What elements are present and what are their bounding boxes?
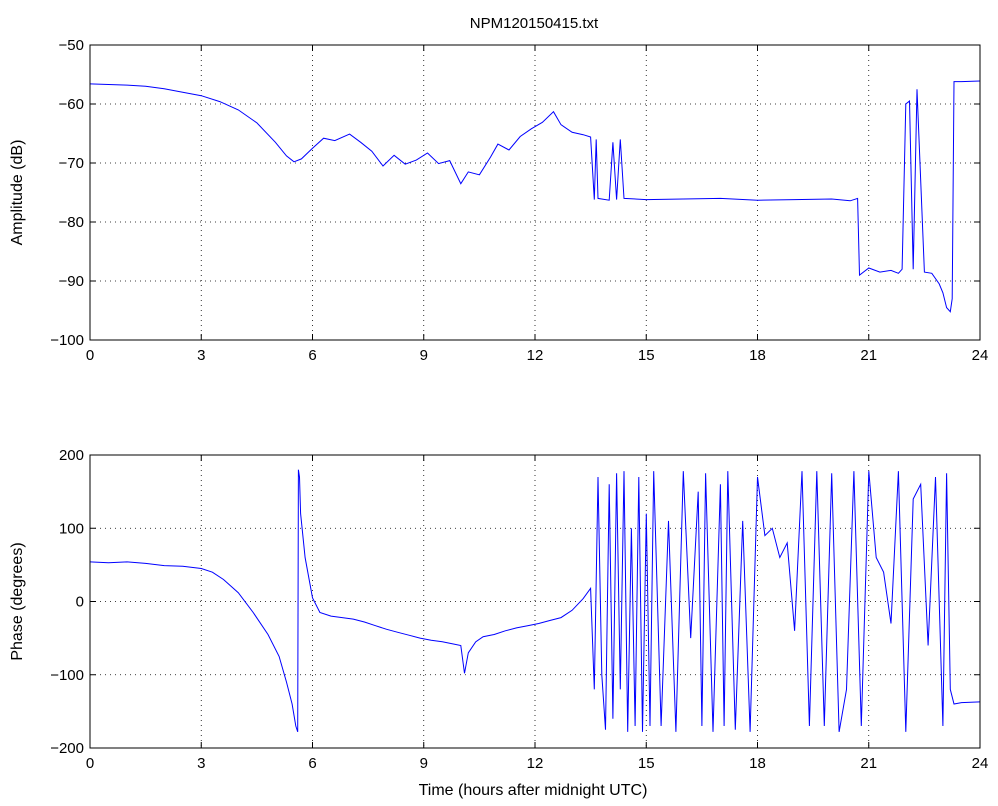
phase-series-line — [89, 469, 981, 733]
amplitude-chart: 0 3 6 9 12 15 18 21 24 −100 −90 −80 −70 −60 −50 Amplitu… — [9, 37, 988, 364]
phase-xtick-label-1: 3 — [197, 755, 205, 772]
amplitude-xtick-label-5: 15 — [638, 347, 655, 364]
phase-ytick-label-1: −100 — [50, 667, 84, 684]
phase-ytick-label-3: 100 — [59, 520, 84, 537]
amplitude-series-line — [89, 80, 981, 313]
phase-xtick-label-6: 18 — [749, 755, 766, 772]
phase-xtick-label-8: 24 — [972, 755, 989, 772]
amplitude-xtick-label-6: 18 — [749, 347, 766, 364]
amplitude-ytick-label-5: −50 — [59, 37, 84, 54]
phase-xtick-label-5: 15 — [638, 755, 655, 772]
phase-ytick-label-4: 200 — [59, 447, 84, 464]
amplitude-ytick-label-1: −90 — [59, 273, 84, 290]
chart-title: NPM120150415.txt — [470, 15, 599, 32]
amplitude-ytick-label-2: −80 — [59, 214, 84, 231]
phase-chart: 0 3 6 9 12 15 18 21 24 −200 −100 0 100 200 Phase (degr… — [9, 447, 988, 799]
phase-y-axis-label: Phase (degrees) — [9, 542, 26, 660]
phase-xtick-label-0: 0 — [86, 755, 94, 772]
phase-xtick-label-3: 9 — [420, 755, 428, 772]
amplitude-xtick-label-8: 24 — [972, 347, 989, 364]
phase-xtick-label-4: 12 — [527, 755, 544, 772]
phase-ytick-label-0: −200 — [50, 740, 84, 757]
amplitude-ytick-label-0: −100 — [50, 332, 84, 349]
amplitude-xtick-label-7: 21 — [860, 347, 877, 364]
phase-xtick-label-7: 21 — [860, 755, 877, 772]
amplitude-xtick-label-2: 6 — [308, 347, 316, 364]
amplitude-xtick-label-1: 3 — [197, 347, 205, 364]
amplitude-y-axis-label: Amplitude (dB) — [9, 140, 26, 246]
phase-xtick-label-2: 6 — [308, 755, 316, 772]
phase-ytick-label-2: 0 — [76, 594, 84, 611]
phase-x-axis-label: Time (hours after midnight UTC) — [419, 782, 648, 799]
amplitude-ytick-label-3: −70 — [59, 155, 84, 172]
amplitude-ytick-label-4: −60 — [59, 96, 84, 113]
amplitude-xtick-label-4: 12 — [527, 347, 544, 364]
amplitude-xtick-label-0: 0 — [86, 347, 94, 364]
amplitude-xtick-label-3: 9 — [420, 347, 428, 364]
